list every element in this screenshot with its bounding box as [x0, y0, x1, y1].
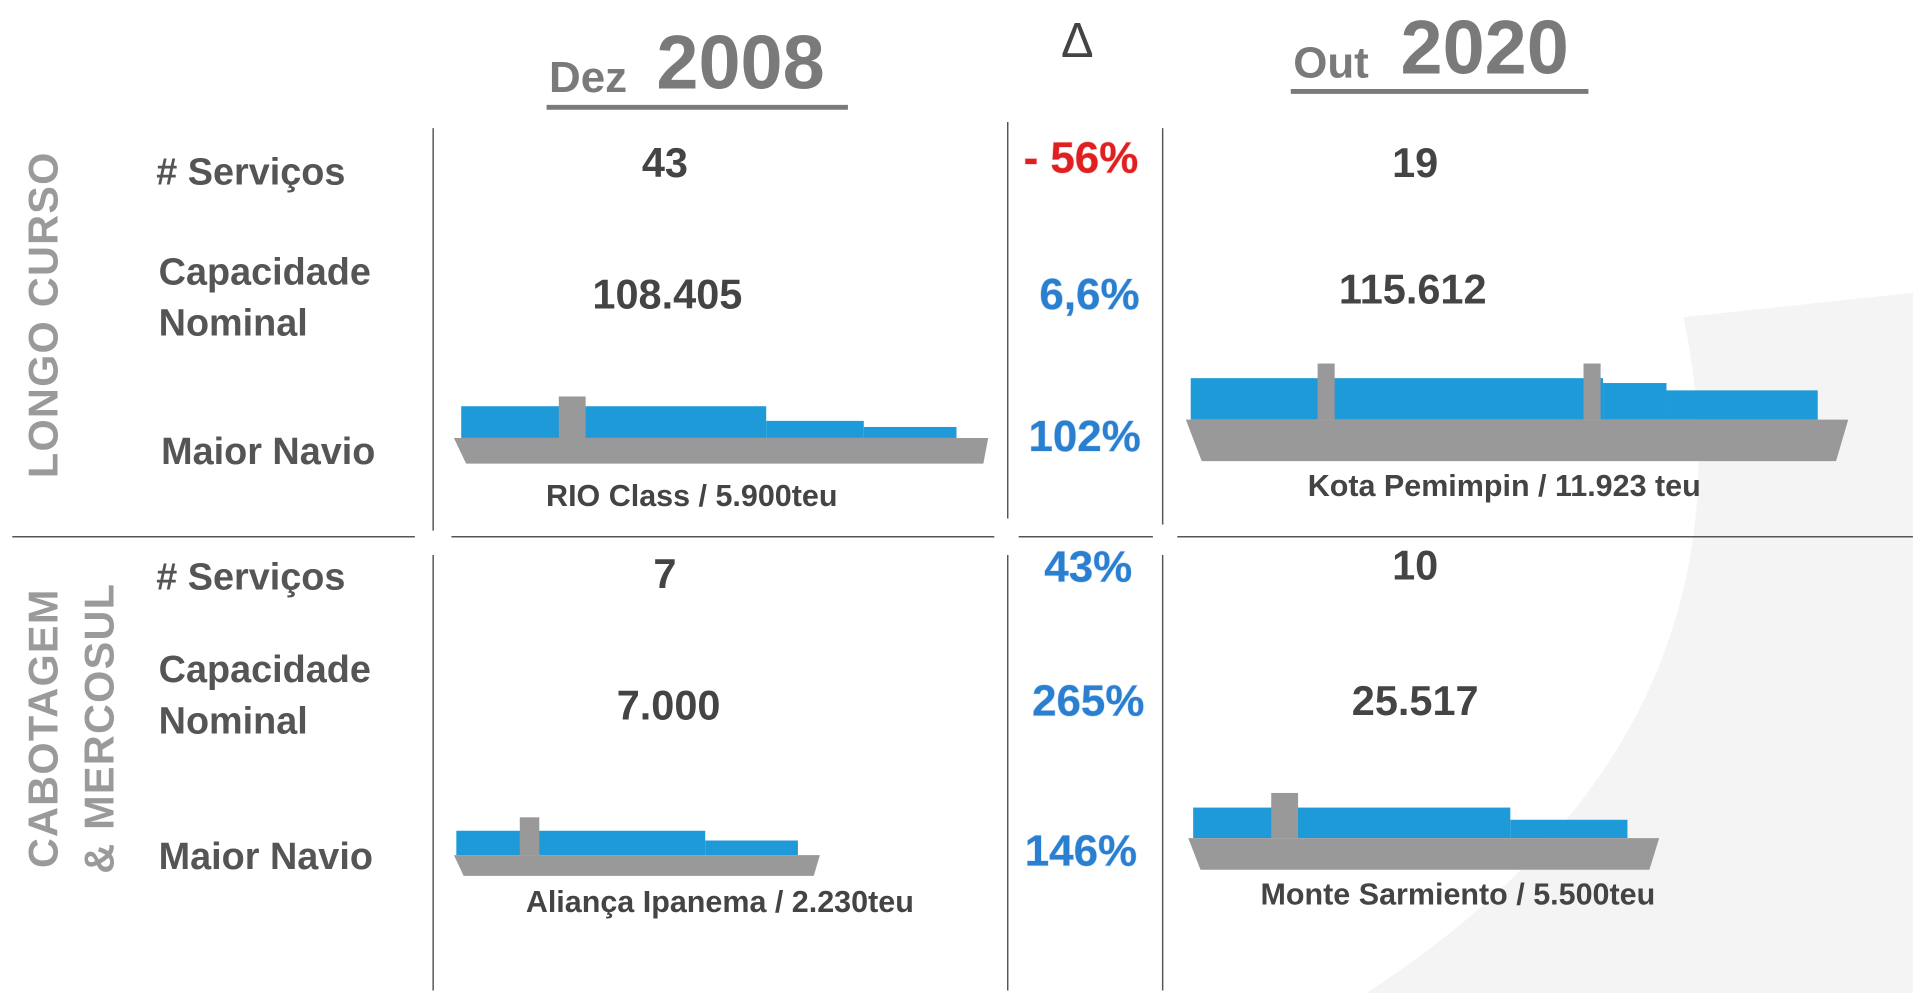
ship-label: RIO Class / 5.900teu — [546, 479, 837, 513]
ship-icon — [1188, 792, 1660, 870]
value: 108.405 — [592, 271, 742, 318]
delta-value: 146% — [1025, 827, 1137, 876]
delta-value: 6,6% — [1039, 270, 1139, 319]
grid-rules — [12, 121, 1913, 991]
row-label: Nominal — [159, 700, 308, 742]
header-month: Dez — [549, 53, 627, 102]
delta-value: 102% — [1028, 412, 1140, 461]
ship-icon — [453, 817, 820, 876]
row-label: Capacidade — [159, 251, 371, 293]
delta-value: 43% — [1044, 542, 1132, 591]
header-month: Out — [1293, 38, 1369, 87]
row-label: Capacidade — [159, 649, 371, 691]
value: 43 — [642, 139, 688, 186]
ship-label: Aliança Ipanema / 2.230teu — [526, 885, 914, 919]
value: 10 — [1392, 541, 1438, 588]
row-label: # Serviços — [156, 556, 345, 598]
delta-value: - 56% — [1024, 134, 1139, 183]
section-title: LONGO CURSO — [19, 151, 66, 478]
ship-icon — [453, 396, 989, 464]
section-title: CABOTAGEM — [19, 588, 66, 868]
header-year: 2008 — [656, 21, 824, 105]
ship-icon — [1185, 363, 1849, 462]
row-label: Maior Navio — [161, 431, 375, 473]
background-swoosh — [1366, 292, 1913, 993]
delta-symbol: Δ — [1061, 14, 1094, 68]
row-label: Nominal — [159, 303, 308, 345]
section-title: & MERCOSUL — [76, 583, 123, 874]
value: 115.612 — [1339, 266, 1487, 313]
ship-label: Kota Pemimpin / 11.923 teu — [1308, 469, 1701, 503]
ship-label: Monte Sarmiento / 5.500teu — [1261, 878, 1656, 912]
value: 19 — [1392, 139, 1438, 186]
delta-value: 265% — [1032, 676, 1144, 725]
value: 7.000 — [617, 682, 721, 729]
header-year: 2020 — [1401, 7, 1569, 91]
value: 25.517 — [1352, 677, 1479, 724]
row-label: Maior Navio — [159, 836, 373, 878]
row-label: # Serviços — [156, 151, 345, 193]
value: 7 — [653, 550, 676, 597]
